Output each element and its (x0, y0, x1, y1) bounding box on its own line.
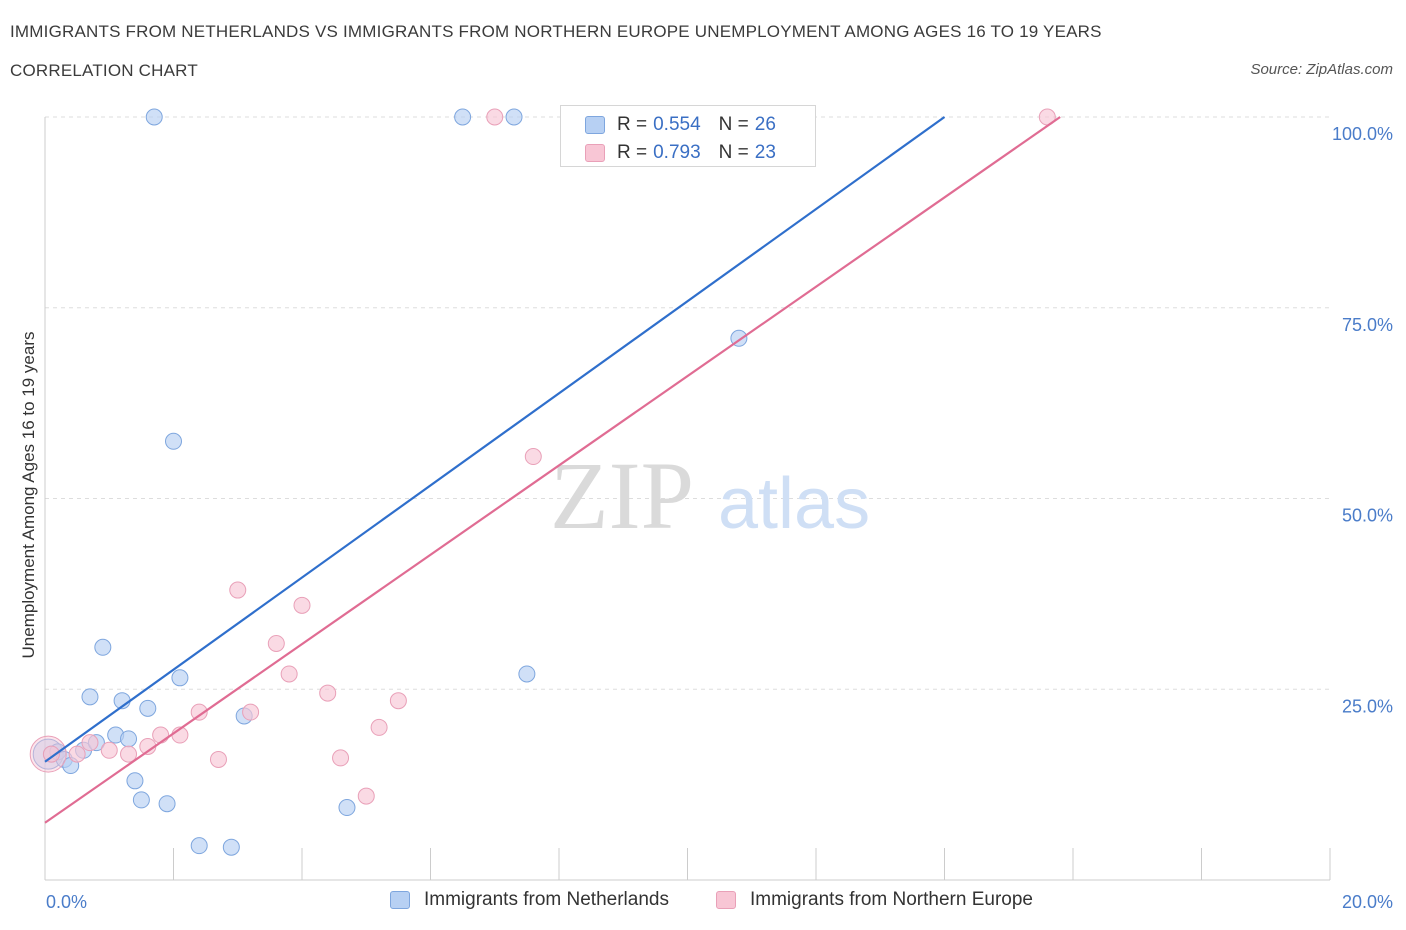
data-point[interactable] (319, 684, 337, 702)
chart-subtitle: CORRELATION CHART (10, 61, 198, 80)
legend: R = 0.554 N = 26 R = 0.793 N = 23 (560, 105, 816, 167)
data-point[interactable] (389, 692, 407, 710)
y-tick-label: 25.0% (1342, 696, 1393, 716)
data-point[interactable] (357, 787, 375, 805)
data-point[interactable] (242, 703, 260, 721)
data-point[interactable] (165, 432, 182, 450)
y-tick-label: 50.0% (1342, 506, 1393, 526)
legend-row-netherlands: R = 0.554 N = 26 (585, 113, 776, 137)
data-point[interactable] (280, 665, 298, 683)
data-point[interactable] (190, 837, 208, 855)
legend-r-value: 0.793 (653, 142, 701, 163)
data-point[interactable] (81, 688, 99, 706)
data-point[interactable] (518, 665, 536, 683)
gridlines (45, 116, 1330, 690)
data-point[interactable] (68, 745, 86, 763)
data-point[interactable] (100, 741, 118, 759)
legend-n-value: 26 (754, 114, 776, 135)
data-point[interactable] (222, 838, 240, 856)
legend-row-northern-europe: R = 0.793 N = 23 (585, 141, 776, 165)
tick-labels: 100.0% 75.0% 50.0% 25.0% 0.0% 20.0% (46, 124, 1393, 912)
data-point[interactable] (120, 745, 138, 763)
y-axis-label: Unemployment Among Ages 16 to 19 years (19, 332, 38, 659)
trend-lines (44, 116, 1061, 824)
series-northern-europe (29, 108, 1056, 805)
legend-r-label: R = (617, 142, 648, 163)
x-tick-label: 20.0% (1342, 892, 1393, 912)
data-point[interactable] (171, 669, 189, 687)
data-point[interactable] (158, 795, 176, 813)
legend-r-value: 0.554 (653, 114, 701, 135)
data-point[interactable] (139, 699, 157, 717)
data-point[interactable] (81, 734, 99, 752)
bottom-legend-netherlands[interactable]: Immigrants from Netherlands (390, 889, 669, 911)
data-point[interactable] (370, 718, 388, 736)
bottom-legend-northern-europe[interactable]: Immigrants from Northern Europe (716, 889, 1033, 911)
bottom-legend-label-netherlands: Immigrants from Netherlands (424, 889, 669, 910)
data-point[interactable] (94, 638, 112, 656)
data-point[interactable] (293, 596, 311, 614)
bottom-legend-swatch-pink (716, 891, 736, 909)
data-point[interactable] (267, 634, 285, 652)
data-point[interactable] (126, 772, 144, 790)
x-tick-label: 0.0% (46, 892, 87, 912)
bottom-legend-swatch-blue (390, 891, 410, 909)
data-point[interactable] (338, 799, 356, 817)
data-point[interactable] (332, 749, 350, 767)
data-point[interactable] (190, 703, 208, 721)
watermark-atlas: atlas (718, 464, 870, 544)
legend-swatch-blue (585, 116, 605, 134)
watermark-zip: ZIP (550, 442, 694, 549)
legend-r-label: R = (617, 114, 648, 135)
bottom-legend-label-northern-europe: Immigrants from Northern Europe (750, 889, 1033, 910)
axes (44, 117, 1331, 881)
data-point[interactable] (524, 448, 542, 466)
legend-swatch-pink (585, 144, 605, 162)
legend-n-label: N = (718, 114, 749, 135)
data-point[interactable] (209, 750, 227, 768)
trend-line (44, 116, 946, 763)
data-point[interactable] (42, 745, 60, 763)
data-point[interactable] (145, 108, 163, 126)
data-point[interactable] (229, 581, 247, 599)
trend-line (44, 116, 1061, 824)
data-point[interactable] (486, 108, 504, 126)
legend-n-label: N = (718, 142, 749, 163)
data-point[interactable] (120, 730, 138, 748)
chart-title: IMMIGRANTS FROM NETHERLANDS VS IMMIGRANT… (10, 22, 1102, 41)
data-point[interactable] (152, 726, 170, 744)
data-point[interactable] (132, 791, 150, 809)
y-tick-label: 75.0% (1342, 315, 1393, 335)
source-label: Source: ZipAtlas.com (1250, 61, 1393, 78)
y-tick-label: 100.0% (1332, 124, 1393, 144)
data-point[interactable] (505, 108, 523, 126)
data-point[interactable] (454, 108, 472, 126)
legend-n-value: 23 (754, 142, 776, 163)
